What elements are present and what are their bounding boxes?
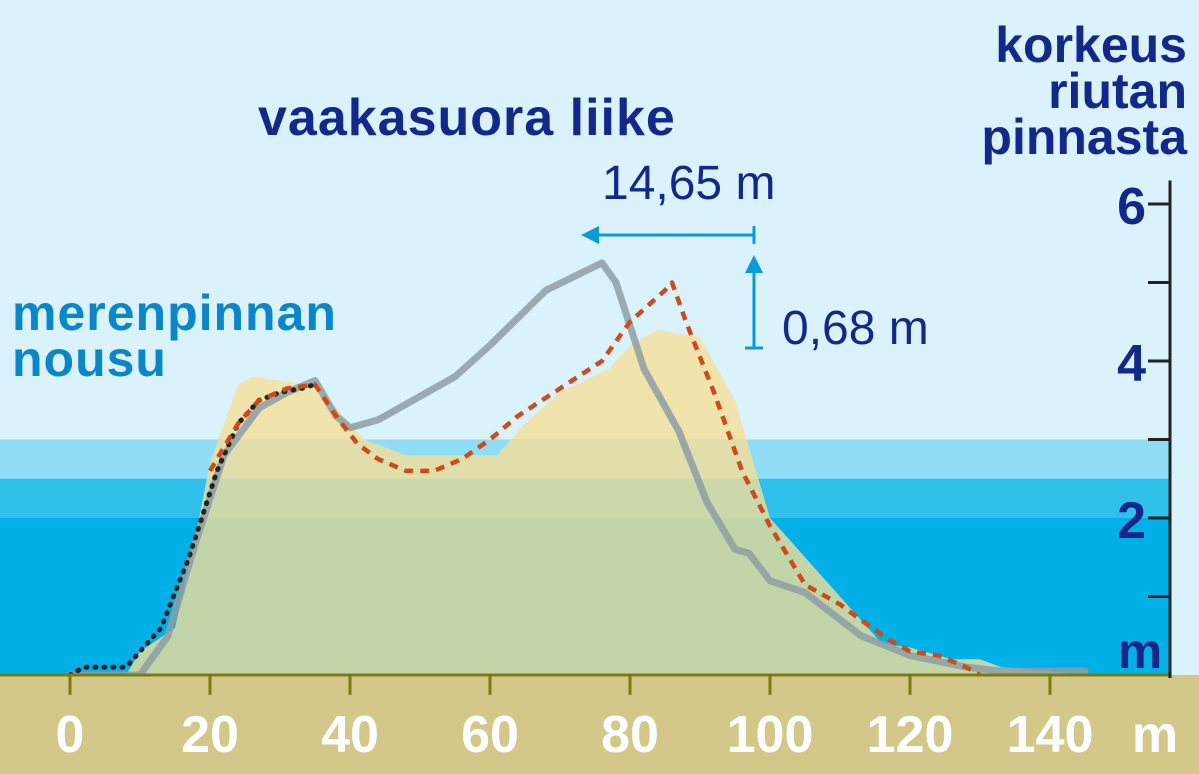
sea-level-rise-line-1: merenpinnan [12,285,337,341]
sea-level-rise-label: merenpinnan nousu [12,285,337,387]
x-tick-label-60: 60 [461,706,519,764]
y-axis-title-line-2: riutan [1048,63,1187,119]
y-axis-title-line-3: pinnasta [981,109,1187,165]
y-tick-label-6: 6 [1117,178,1146,236]
y-tick-label-4: 4 [1117,335,1146,393]
y-axis-title-line-1: korkeus [995,17,1187,73]
series-line-1 [66,259,1089,675]
x-tick-label-40: 40 [321,706,379,764]
vertical-arrow [745,255,763,350]
y-axis-unit: m [1118,623,1162,679]
ground-strip [0,675,1199,774]
x-tick-label-20: 20 [181,706,239,764]
y-axis-title: korkeus riutan pinnasta [981,17,1187,165]
series-reef-area [70,329,1085,675]
y-tick-label-2: 2 [1117,492,1146,550]
x-tick-label-140: 140 [1007,706,1094,764]
sea-level-rise-line-2: nousu [12,331,167,387]
series-line-2 [67,382,318,675]
horizontal-arrow [581,226,756,244]
x-axis-unit: m [1132,706,1178,764]
x-tick-label-80: 80 [601,706,659,764]
x-tick-label-120: 120 [867,706,954,764]
x-tick-label-0: 0 [56,706,85,764]
vertical-movement-value: 0,68 m [782,302,929,355]
horizontal-movement-title: vaakasuora liike [258,89,676,147]
series-line-3 [208,280,982,675]
horizontal-movement-value: 14,65 m [602,157,776,210]
x-tick-label-100: 100 [727,706,814,764]
